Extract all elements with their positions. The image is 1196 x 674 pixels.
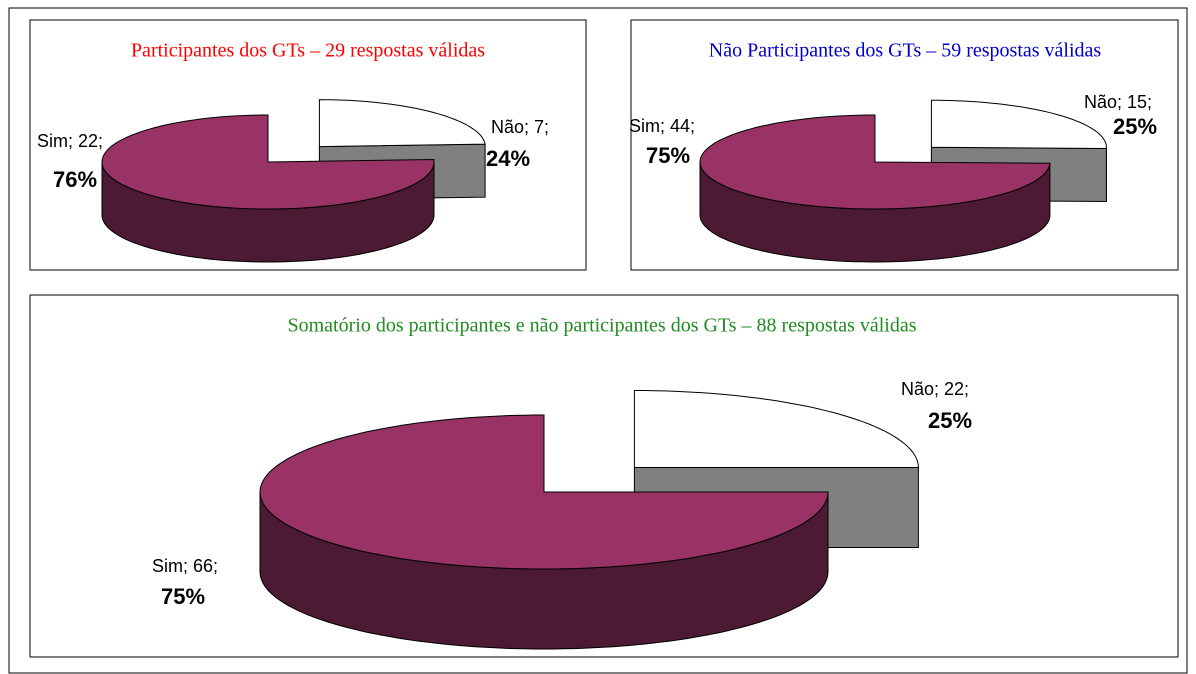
outer-frame bbox=[8, 7, 1188, 674]
data-label: Não; 22; bbox=[901, 379, 969, 399]
chart-title: Participantes dos GTs – 29 respostas vál… bbox=[131, 40, 485, 62]
percent-label: 75% bbox=[646, 143, 690, 168]
percent-label: 75% bbox=[161, 584, 205, 609]
percent-label: 25% bbox=[928, 408, 972, 433]
data-label: Sim; 44; bbox=[629, 116, 695, 136]
pie-slice bbox=[318, 99, 486, 148]
data-label: Sim; 22; bbox=[37, 131, 103, 151]
percent-label: 25% bbox=[1113, 114, 1157, 139]
data-label: Não; 7; bbox=[491, 117, 549, 137]
percent-label: 76% bbox=[53, 167, 97, 192]
pie-slice bbox=[699, 114, 1051, 210]
data-label: Não; 15; bbox=[1084, 92, 1152, 112]
chart-title: Somatório dos participantes e não partic… bbox=[287, 315, 916, 337]
chart-title: Não Participantes dos GTs – 59 respostas… bbox=[709, 40, 1102, 62]
data-label: Sim; 66; bbox=[152, 556, 218, 576]
pie-slice bbox=[259, 414, 829, 570]
pie-slice bbox=[101, 114, 435, 210]
pie-slice bbox=[930, 99, 1107, 150]
pie-slice bbox=[633, 390, 919, 468]
percent-label: 24% bbox=[486, 146, 530, 171]
